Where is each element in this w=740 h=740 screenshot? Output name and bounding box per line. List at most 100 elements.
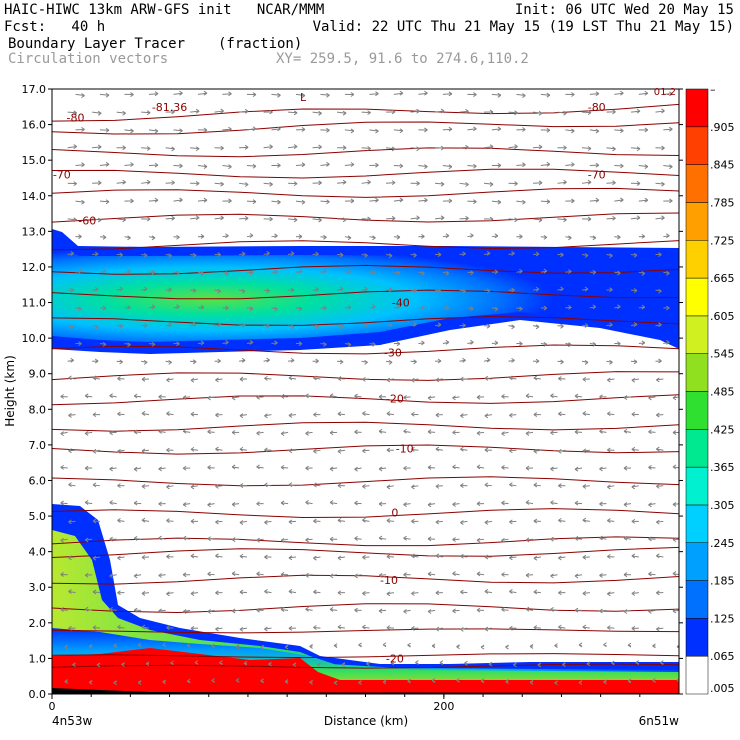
circulation-vector-head: [676, 644, 679, 649]
circulation-vector: [362, 485, 370, 487]
circulation-vector-head: [631, 626, 636, 631]
circulation-vector-head: [168, 287, 172, 293]
circulation-vector: [85, 538, 93, 541]
circulation-vector: [386, 217, 396, 220]
circulation-vector-head: [421, 271, 425, 276]
circulation-vector-head: [217, 252, 221, 257]
circulation-vector-head: [326, 127, 330, 133]
circulation-vector-head: [375, 128, 379, 134]
circulation-vector-head: [636, 146, 641, 152]
circulation-vector-head: [323, 305, 327, 311]
circulation-vector-head: [582, 624, 587, 630]
circulation-vector-head: [323, 234, 327, 240]
circulation-vector-head: [427, 502, 432, 508]
temperature-contour-label: -10: [380, 574, 398, 587]
colorbar-swatch: [685, 504, 709, 543]
circulation-vector-head: [171, 146, 175, 152]
circulation-vector-head: [612, 215, 616, 221]
circulation-vector-head: [81, 199, 85, 205]
circulation-vector: [239, 110, 249, 113]
circulation-vector-head: [396, 304, 401, 310]
circulation-vector-head: [190, 591, 195, 596]
temperature-contour-line: [52, 508, 679, 519]
circulation-vector-head: [514, 144, 518, 149]
circulation-vector-head: [154, 128, 159, 134]
circulation-vector: [166, 520, 174, 522]
circulation-vector-head: [68, 589, 72, 594]
circulation-vector-head: [403, 609, 407, 614]
circulation-vector-head: [239, 520, 244, 525]
circulation-vector-head: [533, 518, 538, 524]
circulation-vector-head: [215, 446, 219, 452]
circulation-vector: [288, 414, 296, 416]
circulation-vector-head: [612, 180, 616, 186]
circulation-vector: [271, 200, 281, 203]
colorbar-label: .065: [710, 650, 735, 663]
circulation-vector-head: [280, 500, 285, 506]
circulation-vector-head: [535, 251, 540, 257]
temperature-contour-label: -80: [588, 101, 606, 114]
circulation-vector: [476, 573, 485, 576]
circulation-vector-head: [217, 322, 221, 328]
circulation-vector-head: [329, 500, 334, 505]
circulation-vector-head: [631, 446, 636, 452]
circulation-vector: [532, 218, 543, 221]
circulation-vector-head: [390, 660, 395, 666]
circulation-vector-head: [511, 324, 515, 330]
y-tick-label: 7.0: [29, 439, 47, 452]
circulation-vector-head: [277, 126, 281, 132]
circulation-vector-head: [127, 342, 131, 348]
circulation-vector: [638, 92, 648, 95]
circulation-vector-head: [546, 199, 551, 205]
circulation-vector: [525, 395, 534, 398]
circulation-vector-head: [386, 518, 391, 523]
circulation-vector-head: [113, 680, 117, 686]
circulation-vector-head: [151, 341, 156, 347]
circulation-vector-head: [290, 287, 295, 293]
circulation-vector-head: [78, 341, 82, 347]
circulation-vector-head: [70, 357, 74, 363]
circulation-vector-head: [415, 660, 419, 665]
y-tick-label: 13.0: [22, 225, 47, 238]
circulation-vector: [418, 165, 428, 168]
circulation-vector-head: [179, 197, 183, 203]
circulation-vector-head: [266, 250, 270, 256]
circulation-vector-head: [256, 430, 260, 436]
circulation-vector-head: [337, 624, 342, 630]
temperature-contour-line: [52, 316, 679, 326]
circulation-vector: [467, 165, 477, 167]
circulation-vector-head: [102, 268, 107, 274]
circulation-vector-head: [435, 446, 440, 452]
circulation-vector-head: [243, 660, 248, 666]
circulation-vector-head: [522, 127, 526, 132]
circulation-vector: [239, 217, 249, 220]
circulation-vector-head: [305, 431, 309, 436]
circulation-vector-head: [509, 482, 513, 488]
field-name: Boundary Layer Tracer: [8, 36, 186, 52]
circulation-vector-head: [494, 306, 499, 312]
circulation-vector-head: [445, 270, 450, 276]
circulation-vector-head: [550, 573, 554, 579]
circulation-vector: [589, 199, 599, 202]
circulation-vector-head: [342, 217, 347, 223]
circulation-vector-head: [603, 679, 607, 685]
circulation-vector-head: [190, 626, 195, 631]
circulation-vector-head: [313, 448, 317, 454]
circulation-vector-head: [186, 678, 191, 684]
circulation-vector-head: [225, 270, 229, 276]
circulation-vector-head: [166, 411, 170, 417]
temperature-contour-label: 0: [391, 507, 398, 520]
circulation-vector-head: [166, 518, 170, 523]
circulation-vector-head: [525, 393, 530, 399]
circulation-vector: [173, 199, 183, 202]
circulation-vector-head: [592, 235, 597, 241]
circulation-vector-head: [241, 251, 246, 257]
circulation-vector-head: [190, 411, 195, 417]
circulation-vector: [589, 129, 599, 132]
circulation-vector-head: [440, 108, 445, 114]
circulation-vector-head: [301, 162, 306, 168]
circulation-vector-head: [333, 643, 338, 649]
lower-tracer-max: [52, 648, 679, 694]
circulation-vector: [246, 200, 256, 203]
circulation-vector-head: [435, 519, 440, 525]
